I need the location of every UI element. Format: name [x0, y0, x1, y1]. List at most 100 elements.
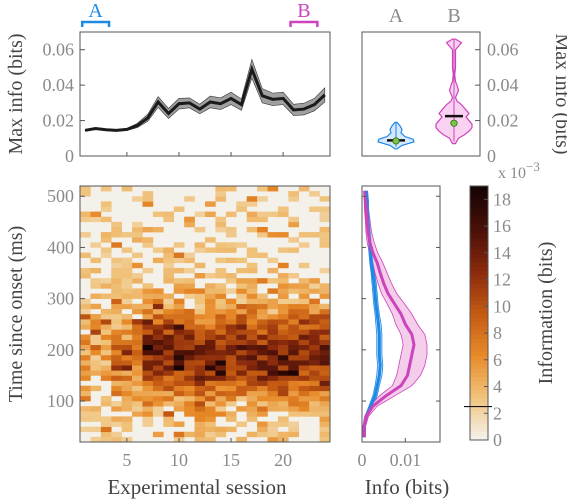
heatmap-cell [215, 196, 227, 202]
heatmap-cell [194, 262, 206, 269]
heatmap-cell [121, 283, 133, 289]
heatmap-cell [100, 416, 112, 422]
heatmap-cell [184, 349, 195, 356]
heatmap-frame [79, 185, 331, 443]
heatmap-cell [319, 375, 331, 381]
heatmap-cell [257, 380, 268, 386]
heatmap-cell [163, 380, 175, 386]
heatmap-cell [142, 201, 154, 207]
heatmap-cell [215, 216, 227, 223]
heatmap-cell [142, 298, 154, 305]
heatmap-cell [90, 278, 102, 284]
heatmap-cell [111, 390, 122, 397]
heatmap-cell [267, 339, 279, 346]
heatmap-cell [319, 390, 331, 397]
heatmap-cell [257, 232, 268, 238]
heatmap-cell [205, 293, 216, 299]
heatmap-cell [184, 385, 195, 392]
heatmap-cell [267, 349, 279, 356]
heatmap-cell [236, 303, 247, 310]
heatmap-cell [225, 344, 237, 351]
heatmap-cell [215, 293, 227, 299]
heatmap-cell [215, 298, 227, 305]
heatmap-cell [246, 303, 258, 310]
heatmap-cell [288, 334, 300, 340]
heatmap-cell [288, 390, 300, 397]
heatmap-cell [111, 344, 122, 351]
heatmap-cell [142, 267, 154, 274]
heatmap-cell [225, 278, 237, 284]
heatmap-cell [215, 288, 227, 294]
heatmap-cell [163, 390, 175, 397]
heatmap-cell [194, 293, 206, 299]
heatmap-cell [194, 395, 206, 402]
heatmap-cell [309, 232, 320, 238]
heatmap-cell [152, 390, 164, 397]
heatmap-cell [90, 324, 102, 330]
heatmap-cell [163, 401, 175, 407]
heatmap-cell [225, 273, 237, 279]
heatmap-cell [236, 370, 247, 376]
heatmap-cell [257, 226, 268, 233]
heatmap-cell [121, 344, 133, 351]
heatmap-cell [184, 431, 195, 438]
heatmap-cell [111, 431, 122, 438]
heatmap-cell [111, 293, 122, 299]
violin-category-label: B [447, 5, 460, 27]
heatmap-cell [257, 365, 268, 371]
heatmap-cell [246, 262, 258, 269]
heatmap-cell [319, 319, 331, 325]
heatmap-cell [236, 375, 247, 381]
heatmap-cell [205, 303, 216, 310]
heatmap-cell [100, 375, 112, 381]
heatmap-cell [132, 406, 143, 412]
colorbar-step [470, 287, 488, 293]
heatmap-cell [184, 257, 195, 264]
heatmap-cell [90, 344, 102, 351]
heatmap-cell [90, 319, 102, 325]
heatmap-cell [163, 334, 175, 340]
heatmap-cell [319, 354, 331, 361]
heatmap-cell [298, 390, 310, 397]
heatmap-ylabel: Time since onset (ms) [5, 226, 27, 402]
heatmap-cell [225, 416, 237, 422]
heatmap-cell [205, 339, 216, 346]
heatmap-cell [184, 339, 195, 346]
heatmap-cell [309, 401, 320, 407]
heatmap-cell [288, 237, 300, 243]
heatmap-cell [267, 344, 279, 351]
heatmap-cell [100, 283, 112, 289]
heatmap-cell [111, 385, 122, 392]
heatmap-cell [298, 186, 310, 192]
heatmap-cell [309, 365, 320, 371]
heatmap-cell [194, 288, 206, 294]
heatmap-cell [225, 339, 237, 346]
heatmap-cell [298, 324, 310, 330]
heatmap-cell [142, 411, 154, 417]
heatmap-cell [225, 365, 237, 371]
heatmap-cell [267, 278, 279, 284]
heatmap-cell [132, 329, 143, 335]
heatmap-cell [267, 232, 279, 238]
heatmap-cell [152, 303, 164, 310]
heatmap-cell [246, 267, 258, 274]
heatmap-cell [111, 226, 122, 233]
heatmap-cell [80, 216, 91, 223]
heatmap-cell [236, 267, 247, 274]
heatmap-cell [90, 314, 102, 320]
heatmap-cell [277, 339, 289, 346]
heatmap-cell [173, 319, 185, 325]
heatmap-cell [100, 293, 112, 299]
colorbar-tick-label: 18 [493, 189, 511, 209]
heatmap-cell [163, 252, 175, 258]
heatmap-cell [215, 267, 227, 274]
heatmap-cell [319, 324, 331, 330]
heatmap-cell [142, 324, 154, 330]
colorbar-step [470, 274, 488, 280]
heatmap-cell [194, 406, 206, 412]
heatmap-cell [225, 303, 237, 310]
colorbar-label: Information (bits) [535, 242, 557, 385]
heatmap-cell [288, 365, 300, 371]
heatmap-cell [267, 314, 279, 320]
heatmap-cell [80, 375, 91, 381]
